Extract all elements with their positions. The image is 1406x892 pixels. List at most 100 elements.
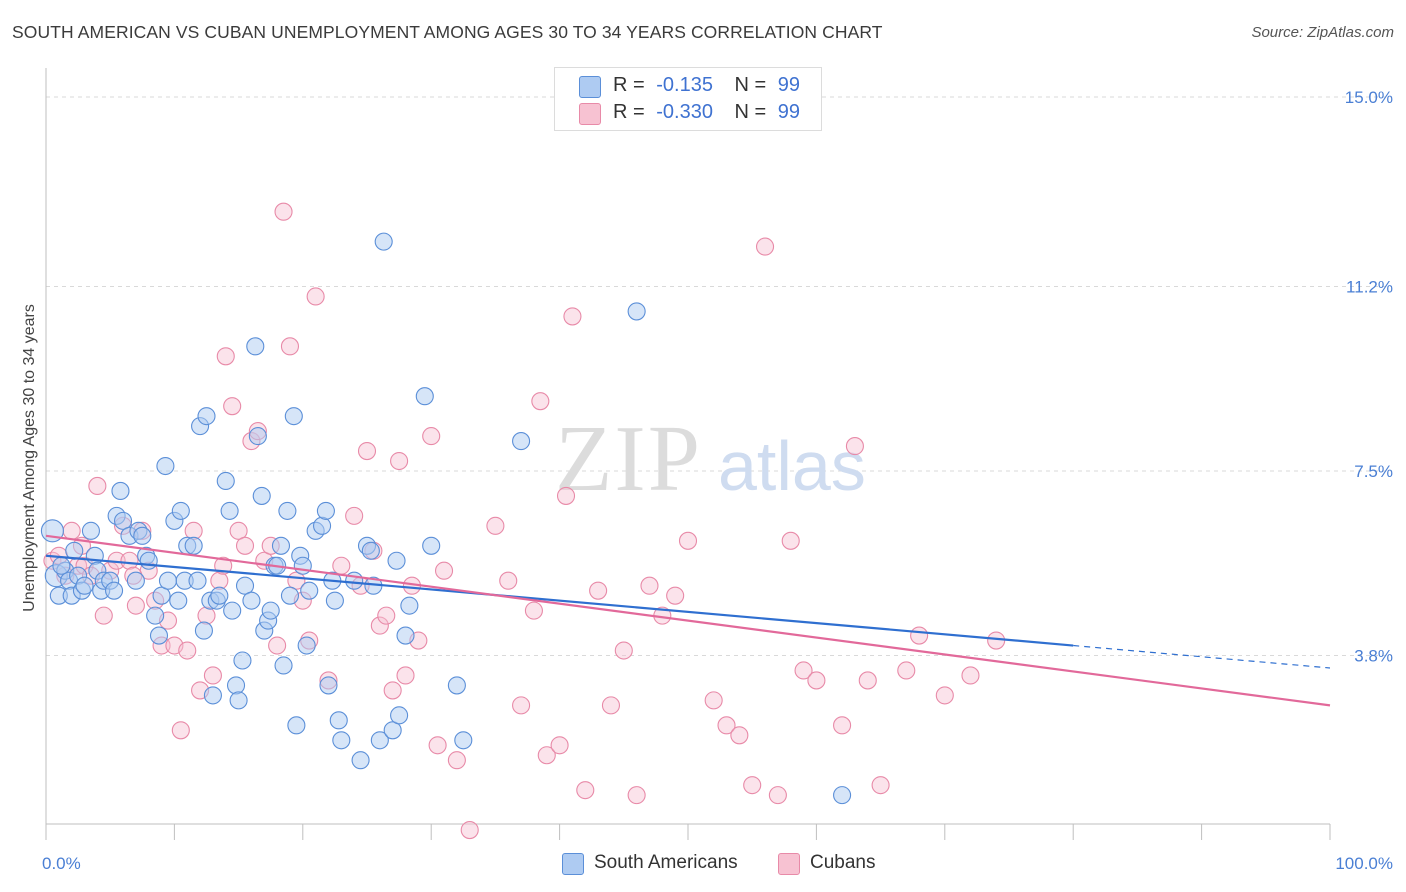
cubans-point xyxy=(390,451,409,471)
cubans-point xyxy=(268,636,287,655)
south-americans-point xyxy=(171,501,190,520)
x-tick-label: 0.0% xyxy=(42,854,81,873)
south-americans-point xyxy=(81,521,100,540)
cubans-point xyxy=(768,786,787,805)
cubans-point xyxy=(781,531,800,550)
cubans-point xyxy=(460,820,479,840)
cubans-point xyxy=(345,506,364,525)
south-americans-point xyxy=(113,511,133,530)
cubans-point xyxy=(280,337,300,356)
south-americans-point xyxy=(383,721,402,740)
cubans-point xyxy=(422,427,441,446)
south-americans-trend-line xyxy=(45,554,1074,647)
south-americans-point xyxy=(149,626,169,645)
legend-swatch-pink xyxy=(778,853,800,875)
south-americans-point xyxy=(361,541,380,560)
stats-legend: R = -0.135 N = 99 R = -0.330 N = 99 xyxy=(554,67,822,131)
cubans-point xyxy=(120,551,139,570)
south-americans-point xyxy=(313,516,332,535)
south-americans-point xyxy=(235,576,255,595)
south-americans-point xyxy=(351,751,370,770)
cubans-point xyxy=(871,776,890,795)
south-americans-point xyxy=(242,591,261,610)
south-americans-trend-extension xyxy=(1073,644,1331,669)
south-americans-point xyxy=(329,711,348,730)
legend-r-value: -0.135 xyxy=(656,74,713,96)
cubans-point xyxy=(88,476,107,496)
cubans-point xyxy=(94,606,113,625)
legend-n-label: N = xyxy=(734,101,767,123)
cubans-point xyxy=(171,721,190,740)
legend-swatch-blue xyxy=(579,76,601,98)
cubans-point xyxy=(223,397,242,416)
y-tick-label: 3.8% xyxy=(1354,647,1393,666)
south-americans-point xyxy=(261,601,280,620)
cubans-point xyxy=(396,666,415,685)
cubans-point xyxy=(486,516,505,535)
cubans-point xyxy=(531,392,550,411)
south-americans-point xyxy=(319,676,338,695)
south-americans-point xyxy=(85,546,104,565)
source-label: Source: ZipAtlas.com xyxy=(1251,24,1394,41)
cubans-point xyxy=(306,287,325,306)
south-americans-point xyxy=(152,586,171,605)
cubans-point xyxy=(910,626,929,645)
cubans-point xyxy=(178,641,197,660)
cubans-point xyxy=(601,696,621,715)
south-americans-point xyxy=(233,651,252,670)
watermark: ZIP atlas xyxy=(555,407,866,511)
legend-swatch-blue xyxy=(562,853,584,875)
south-americans-point xyxy=(111,481,130,500)
south-americans-point xyxy=(139,551,158,570)
cubans-point xyxy=(499,571,518,590)
legend-r-label: R = xyxy=(613,74,645,96)
cubans-point xyxy=(961,666,980,685)
cubans-point xyxy=(550,736,569,755)
south-americans-point xyxy=(126,571,145,590)
cubans-point xyxy=(678,531,698,550)
south-americans-point xyxy=(293,556,312,575)
chart-title: SOUTH AMERICAN VS CUBAN UNEMPLOYMENT AMO… xyxy=(12,22,883,42)
y-tick-label: 7.5% xyxy=(1354,462,1393,481)
legend-label: South Americans xyxy=(594,852,738,873)
cubans-point xyxy=(807,671,826,690)
grid-lines xyxy=(46,96,1392,657)
south-americans-point xyxy=(194,621,213,640)
cubans-point xyxy=(833,716,852,735)
cubans-point xyxy=(614,641,633,660)
south-americans-point xyxy=(387,551,406,570)
south-americans-point xyxy=(223,601,242,620)
south-americans-point xyxy=(146,606,165,625)
legend-n-value: 99 xyxy=(777,101,801,123)
legend-n-value: 99 xyxy=(777,74,801,96)
south-americans-point xyxy=(203,686,222,705)
cubans-point xyxy=(524,601,543,620)
south-americans-point xyxy=(274,656,293,675)
south-americans-point xyxy=(184,536,203,555)
south-americans-point xyxy=(248,427,267,446)
south-americans-points xyxy=(40,232,852,805)
south-americans-point xyxy=(374,232,393,251)
cubans-point xyxy=(845,437,864,456)
south-americans-point xyxy=(216,471,235,491)
series-legend: South Americans Cubans xyxy=(0,852,1406,878)
south-americans-point xyxy=(422,536,441,555)
south-americans-point xyxy=(210,586,229,605)
south-americans-point xyxy=(133,526,152,545)
cubans-point xyxy=(556,486,576,505)
legend-n-label: N = xyxy=(734,74,767,96)
south-americans-point xyxy=(226,676,246,695)
cubans-point xyxy=(755,237,775,256)
cubans-point xyxy=(858,671,877,690)
south-americans-point xyxy=(415,387,434,406)
south-americans-point xyxy=(52,556,71,575)
watermark-zip: ZIP xyxy=(555,407,702,511)
cubans-point xyxy=(627,786,646,805)
cubans-point xyxy=(203,666,222,685)
cubans-point xyxy=(332,556,351,575)
south-americans-point xyxy=(284,407,303,426)
watermark-atlas: atlas xyxy=(718,427,866,505)
cubans-point xyxy=(576,781,595,800)
south-americans-point xyxy=(75,576,94,595)
